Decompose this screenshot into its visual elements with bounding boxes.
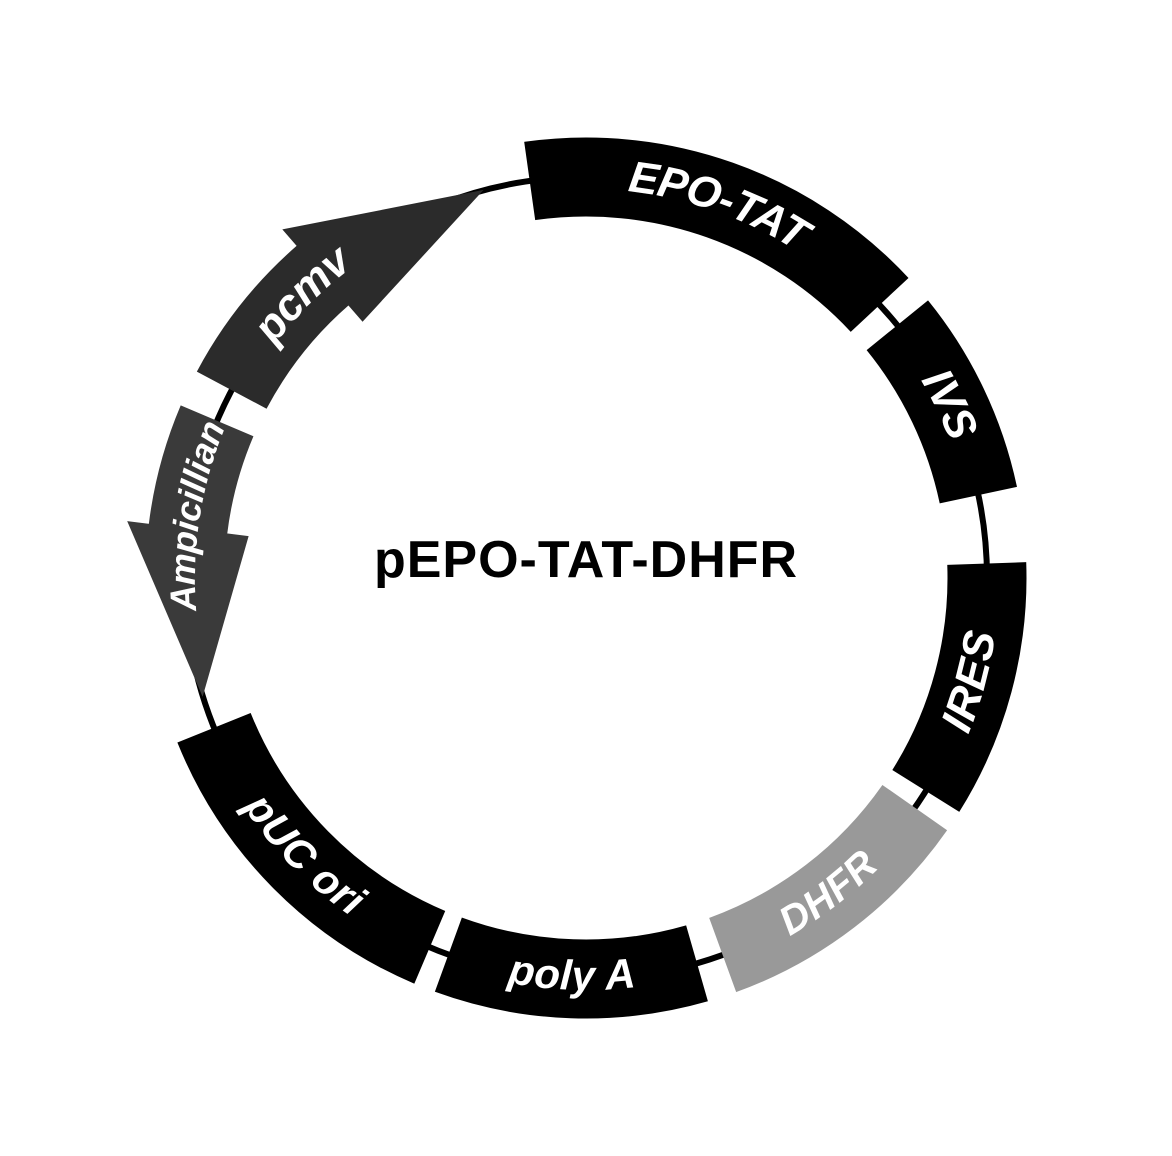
plasmid-name-label: pEPO-TAT-DHFR (374, 530, 798, 590)
segment-epo-tat (525, 138, 908, 331)
segment-label-polya: poly A (505, 945, 637, 999)
segment-pcmv (198, 191, 483, 408)
plasmid-map: pcmvEPO-TATIVSIRESDHFRpoly ApUC oriAmpic… (86, 78, 1086, 1078)
